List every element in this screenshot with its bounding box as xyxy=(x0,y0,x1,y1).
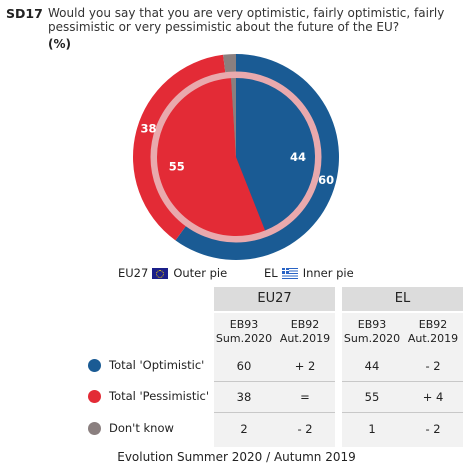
legend-eu-desc: Outer pie xyxy=(173,266,228,280)
row-label-text: Don't know xyxy=(109,421,174,435)
legend-el-label: EL xyxy=(264,266,278,280)
row-divider xyxy=(214,381,335,382)
chart-caption: Evolution Summer 2020 / Autumn 2019 xyxy=(117,450,356,464)
legend-el-desc: Inner pie xyxy=(302,266,354,280)
row-label-text: Total 'Pessimistic' xyxy=(109,389,210,403)
inner-pie-ring xyxy=(150,71,322,243)
legend-el: EL Inner pie xyxy=(264,266,354,280)
table-column-bg-el xyxy=(342,313,463,447)
inner-slice-pessimistic xyxy=(157,78,266,237)
cell-dont-know-eu27-current: 2 xyxy=(240,422,248,436)
subheader-survey: EB92 xyxy=(418,318,448,331)
greece-flag-icon xyxy=(281,267,298,279)
pie-chart: 60 38 44 55 xyxy=(133,54,340,260)
optimistic-dot-icon xyxy=(88,358,101,372)
cell-dont-know-el-current: 1 xyxy=(368,422,376,436)
subheader-eu27-current: EB93 Sum.2020 xyxy=(214,318,274,346)
row-label-pessimistic: Total 'Pessimistic' xyxy=(88,389,209,403)
subheader-survey: EB93 xyxy=(357,318,387,331)
row-label-dont-know: Don't know xyxy=(88,421,174,435)
inner-label-optimistic: 44 xyxy=(290,150,306,164)
dont-know-dot-icon xyxy=(88,421,101,435)
cell-pessimistic-el-current: 55 xyxy=(364,390,380,404)
subheader-el-previous: EB92 Aut.2019 xyxy=(403,318,463,346)
subheader-survey: EB92 xyxy=(290,318,320,331)
inner-slice-optimistic xyxy=(236,78,315,231)
subheader-el-current: EB93 Sum.2020 xyxy=(342,318,402,346)
cell-dont-know-el-change: - 2 xyxy=(425,422,441,436)
cell-optimistic-eu27-change: + 2 xyxy=(294,359,316,373)
table-header-el: EL xyxy=(342,287,463,311)
eu-flag-icon xyxy=(152,267,169,279)
cell-pessimistic-eu27-change: = xyxy=(300,390,310,404)
cell-pessimistic-eu27-current: 38 xyxy=(236,390,252,404)
outer-label-pessimistic: 38 xyxy=(140,122,156,136)
legend-eu: EU27 Outer pie xyxy=(118,266,227,280)
cell-dont-know-eu27-change: - 2 xyxy=(297,422,313,436)
pessimistic-dot-icon xyxy=(88,389,101,403)
unit-label: (%) xyxy=(48,37,71,51)
inner-label-pessimistic: 55 xyxy=(169,159,185,173)
row-divider xyxy=(214,412,335,413)
subheader-period: Sum.2020 xyxy=(343,332,401,345)
cell-optimistic-el-change: - 2 xyxy=(425,359,441,373)
outer-label-optimistic: 60 xyxy=(318,173,334,187)
subheader-survey: EB93 xyxy=(229,318,259,331)
subheader-period: Aut.2019 xyxy=(279,332,331,345)
subheader-eu27-previous: EB92 Aut.2019 xyxy=(275,318,335,346)
row-divider xyxy=(342,381,463,382)
cell-pessimistic-el-change: + 4 xyxy=(422,390,444,404)
row-divider xyxy=(342,412,463,413)
question-id: SD17 xyxy=(6,6,43,21)
subheader-period: Aut.2019 xyxy=(407,332,459,345)
table-column-bg-eu27 xyxy=(214,313,335,447)
legend-eu-label: EU27 xyxy=(118,266,149,280)
table-header-eu27: EU27 xyxy=(214,287,335,311)
row-label-text: Total 'Optimistic' xyxy=(109,358,205,372)
subheader-period: Sum.2020 xyxy=(215,332,273,345)
cell-optimistic-el-current: 44 xyxy=(364,359,380,373)
inner-slice-dont-know xyxy=(231,78,236,157)
question-text: Would you say that you are very optimist… xyxy=(48,6,445,34)
row-label-optimistic: Total 'Optimistic' xyxy=(88,358,204,372)
cell-optimistic-eu27-current: 60 xyxy=(236,359,252,373)
